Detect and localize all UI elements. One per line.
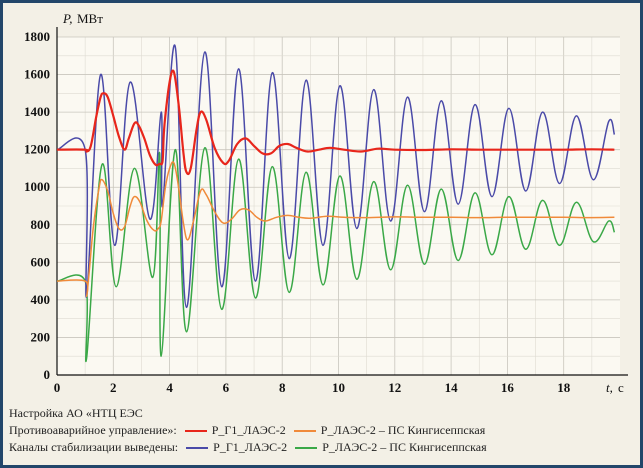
y-tick-label: 1000: [24, 179, 50, 194]
chart-panel: 0 200 400 600 800 1000 1200 1400 1600 1800 0 2 4 6 8 10…: [3, 3, 640, 465]
legend-row-emergency-control: Противоаварийное управление»: P_Г1_ЛАЭС-…: [9, 422, 640, 439]
legend-label-blue: P_Г1_ЛАЭС-2: [213, 440, 288, 454]
x-tick-label: 8: [279, 380, 286, 395]
series-green-line-power: [56, 147, 616, 363]
series-orange-line-power: [56, 161, 615, 297]
legend-item-green: P_ЛАЭС-2 – ПС Кингисеппская: [295, 439, 487, 456]
y-tick-label: 1400: [24, 104, 50, 119]
legend-title-line1: Настройка АО «НТЦ ЕЭС: [9, 406, 143, 420]
legend-swatch-green: [295, 446, 318, 449]
series-blue-gen-power: [56, 44, 616, 309]
x-tick-label: 14: [445, 380, 459, 395]
y-tick-label: 400: [31, 292, 51, 307]
x-tick-label: 18: [557, 380, 571, 395]
x-axis-unit: с: [618, 380, 624, 395]
y-axis-unit: МВт: [77, 11, 103, 26]
x-tick-label: 4: [166, 380, 173, 395]
y-tick-label: 1800: [24, 29, 50, 44]
x-tick-label: 16: [501, 380, 515, 395]
legend-item-orange: P_ЛАЭС-2 – ПС Кингисеппская: [293, 422, 486, 439]
y-tick-label: 1600: [24, 67, 50, 82]
legend-row-title: Настройка АО «НТЦ ЕЭС: [9, 405, 640, 422]
x-tick-label: 12: [388, 380, 401, 395]
legend-item-red: P_Г1_ЛАЭС-2: [184, 422, 286, 439]
legend-label-red: P_Г1_ЛАЭС-2: [211, 423, 286, 437]
y-tick-label: 1200: [24, 142, 50, 157]
series-red-gen-power: [56, 69, 615, 176]
legend-swatch-red: [184, 429, 207, 432]
legend-swatch-blue: [186, 446, 209, 449]
x-tick-label: 0: [54, 380, 61, 395]
legend-row-stabilization-off: Каналы стабилизации выведены: P_Г1_ЛАЭС-…: [9, 439, 640, 456]
x-tick-label: 2: [110, 380, 117, 395]
y-axis-title: P,: [62, 11, 73, 26]
y-tick-label: 0: [44, 367, 51, 382]
x-tick-label: 6: [223, 380, 230, 395]
power-oscillation-chart: 0 200 400 600 800 1000 1200 1400 1600 1800 0 2 4 6 8 10…: [24, 11, 628, 395]
legend-title-line2: Противоаварийное управление»:: [9, 423, 177, 437]
x-axis-title: t,: [606, 380, 613, 395]
y-tick-label: 600: [31, 254, 51, 269]
legend-item-blue: P_Г1_ЛАЭС-2: [186, 439, 287, 456]
legend-title-line3: Каналы стабилизации выведены:: [9, 440, 179, 454]
legend-swatch-orange: [293, 429, 316, 432]
legend-label-orange: P_ЛАЭС-2 – ПС Кингисеппская: [320, 423, 486, 437]
y-tick-label: 200: [31, 329, 51, 344]
x-tick-label: 10: [332, 380, 345, 395]
legend: Настройка АО «НТЦ ЕЭС Противоаварийное у…: [9, 405, 640, 456]
legend-label-green: P_ЛАЭС-2 – ПС Кингисеппская: [322, 440, 487, 454]
y-tick-label: 800: [31, 217, 51, 232]
